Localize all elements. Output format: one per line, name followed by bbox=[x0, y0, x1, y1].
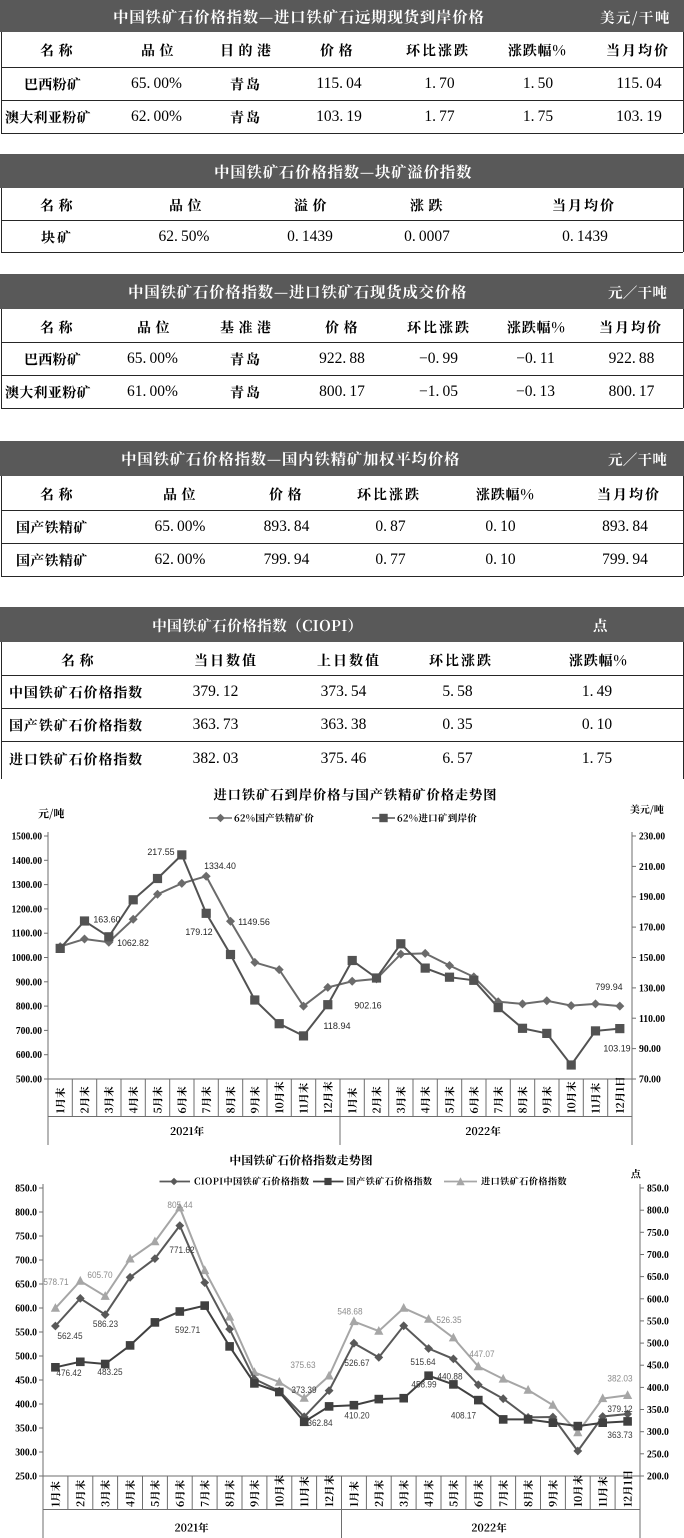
svg-text:562.45: 562.45 bbox=[57, 1331, 82, 1342]
svg-text:600.00: 600.00 bbox=[16, 1050, 42, 1061]
svg-text:1062.82: 1062.82 bbox=[117, 938, 149, 949]
svg-text:500.00: 500.00 bbox=[16, 1075, 42, 1086]
svg-text:373.39: 373.39 bbox=[291, 1385, 316, 1396]
svg-text:379.12: 379.12 bbox=[607, 1404, 632, 1415]
svg-text:476.42: 476.42 bbox=[56, 1368, 81, 1379]
svg-text:586.23: 586.23 bbox=[93, 1319, 118, 1330]
svg-text:550.0: 550.0 bbox=[15, 1328, 37, 1339]
svg-text:800.0: 800.0 bbox=[15, 1208, 37, 1219]
svg-text:70.00: 70.00 bbox=[639, 1075, 661, 1086]
svg-text:300.0: 300.0 bbox=[647, 1427, 669, 1438]
svg-text:578.71: 578.71 bbox=[43, 1277, 68, 1288]
svg-text:363.73: 363.73 bbox=[607, 1430, 632, 1441]
svg-text:118.94: 118.94 bbox=[323, 1021, 350, 1032]
svg-text:800.0: 800.0 bbox=[647, 1206, 669, 1217]
svg-text:526.35: 526.35 bbox=[436, 1315, 461, 1326]
svg-text:650.0: 650.0 bbox=[15, 1280, 37, 1291]
svg-text:350.0: 350.0 bbox=[15, 1424, 37, 1435]
svg-text:850.0: 850.0 bbox=[15, 1184, 37, 1195]
svg-text:548.68: 548.68 bbox=[337, 1307, 362, 1318]
svg-text:750.0: 750.0 bbox=[15, 1232, 37, 1243]
svg-text:805.44: 805.44 bbox=[167, 1200, 192, 1211]
svg-text:130.00: 130.00 bbox=[639, 983, 665, 994]
svg-text:1200.00: 1200.00 bbox=[12, 904, 42, 915]
svg-text:179.12: 179.12 bbox=[185, 927, 212, 938]
svg-text:902.16: 902.16 bbox=[354, 1001, 381, 1012]
svg-text:799.94: 799.94 bbox=[595, 982, 622, 993]
svg-text:382.03: 382.03 bbox=[607, 1374, 632, 1385]
svg-text:592.71: 592.71 bbox=[175, 1325, 200, 1336]
svg-text:700.00: 700.00 bbox=[16, 1026, 42, 1037]
svg-text:210.00: 210.00 bbox=[639, 862, 665, 873]
svg-text:400.0: 400.0 bbox=[15, 1400, 37, 1411]
svg-text:700.0: 700.0 bbox=[15, 1256, 37, 1267]
svg-text:1400.00: 1400.00 bbox=[12, 856, 42, 867]
svg-text:400.0: 400.0 bbox=[647, 1383, 669, 1394]
svg-text:500.0: 500.0 bbox=[647, 1339, 669, 1350]
svg-text:700.0: 700.0 bbox=[647, 1250, 669, 1261]
svg-text:605.70: 605.70 bbox=[87, 1270, 112, 1281]
svg-text:150.00: 150.00 bbox=[639, 953, 665, 964]
svg-text:515.64: 515.64 bbox=[410, 1357, 435, 1368]
svg-text:410.20: 410.20 bbox=[344, 1411, 369, 1422]
svg-text:600.0: 600.0 bbox=[647, 1294, 669, 1305]
svg-text:850.0: 850.0 bbox=[647, 1184, 669, 1195]
svg-text:1500.00: 1500.00 bbox=[12, 832, 42, 843]
svg-text:300.0: 300.0 bbox=[15, 1448, 37, 1459]
svg-text:750.0: 750.0 bbox=[647, 1228, 669, 1239]
svg-text:350.0: 350.0 bbox=[647, 1405, 669, 1416]
svg-text:450.0: 450.0 bbox=[647, 1361, 669, 1372]
svg-text:650.0: 650.0 bbox=[647, 1272, 669, 1283]
svg-text:1149.56: 1149.56 bbox=[238, 917, 270, 928]
svg-text:170.00: 170.00 bbox=[639, 923, 665, 934]
svg-text:500.0: 500.0 bbox=[15, 1352, 37, 1363]
svg-text:447.07: 447.07 bbox=[469, 1349, 494, 1360]
svg-text:110.00: 110.00 bbox=[639, 1014, 665, 1025]
svg-text:450.0: 450.0 bbox=[15, 1376, 37, 1387]
svg-text:250.0: 250.0 bbox=[15, 1472, 37, 1483]
svg-text:900.00: 900.00 bbox=[16, 977, 42, 988]
svg-text:771.62: 771.62 bbox=[169, 1245, 194, 1256]
svg-text:362.84: 362.84 bbox=[307, 1418, 332, 1429]
svg-text:190.00: 190.00 bbox=[639, 892, 665, 903]
svg-text:483.25: 483.25 bbox=[97, 1367, 122, 1378]
svg-text:250.0: 250.0 bbox=[647, 1449, 669, 1460]
svg-text:408.17: 408.17 bbox=[451, 1411, 476, 1422]
svg-text:103.19: 103.19 bbox=[603, 1044, 630, 1055]
svg-text:230.00: 230.00 bbox=[639, 832, 665, 843]
svg-text:1300.00: 1300.00 bbox=[12, 880, 42, 891]
svg-text:90.00: 90.00 bbox=[639, 1044, 661, 1055]
svg-text:1100.00: 1100.00 bbox=[12, 929, 42, 940]
svg-text:550.0: 550.0 bbox=[647, 1316, 669, 1327]
svg-text:1334.40: 1334.40 bbox=[204, 861, 236, 872]
svg-text:458.99: 458.99 bbox=[411, 1380, 436, 1391]
svg-text:217.55: 217.55 bbox=[147, 847, 174, 858]
svg-text:440.88: 440.88 bbox=[437, 1372, 462, 1383]
svg-text:526.67: 526.67 bbox=[344, 1358, 369, 1369]
svg-text:800.00: 800.00 bbox=[16, 1002, 42, 1013]
svg-text:1000.00: 1000.00 bbox=[12, 953, 42, 964]
svg-text:163.60: 163.60 bbox=[93, 915, 120, 926]
svg-text:200.0: 200.0 bbox=[647, 1472, 669, 1483]
svg-text:600.0: 600.0 bbox=[15, 1304, 37, 1315]
svg-text:375.63: 375.63 bbox=[290, 1360, 315, 1371]
